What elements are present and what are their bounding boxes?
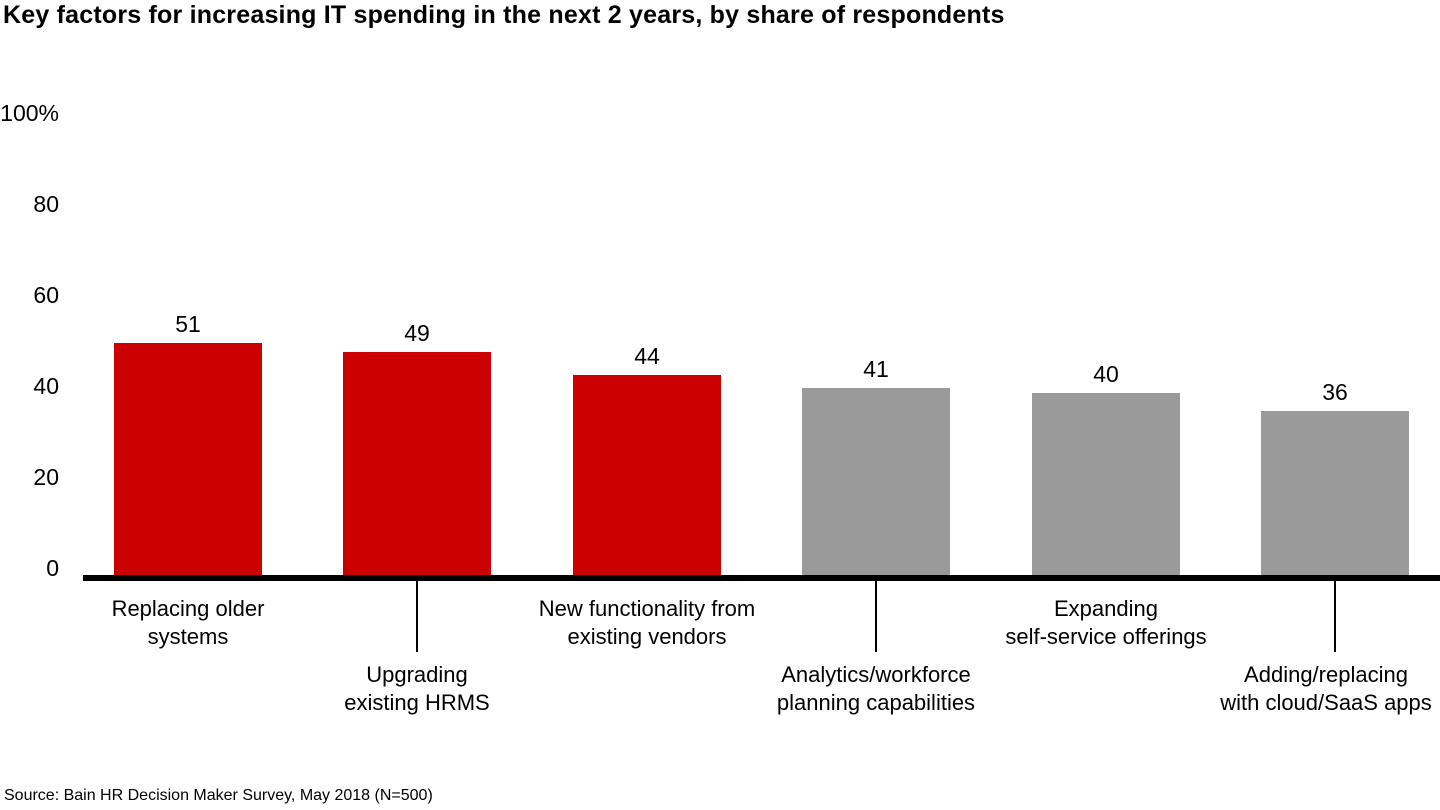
bar-value-label: 41	[863, 356, 889, 382]
category-label: Replacing older systems	[111, 596, 265, 649]
x-axis-line	[83, 575, 1440, 581]
category-label: Upgrading existing HRMS	[344, 662, 490, 715]
bar	[114, 343, 262, 575]
category-label: New functionality from existing vendors	[538, 596, 756, 649]
bar-value-label: 40	[1093, 361, 1119, 387]
category-label: Expanding self-service offerings	[1005, 596, 1207, 649]
y-axis-tick-label: 60	[33, 282, 59, 308]
y-axis-tick-label: 80	[33, 191, 59, 217]
bar-value-label: 51	[175, 311, 201, 337]
source-note: Source: Bain HR Decision Maker Survey, M…	[4, 787, 433, 804]
bar	[1261, 411, 1409, 575]
y-axis-tick-label: 100%	[0, 100, 59, 126]
bar	[802, 388, 950, 575]
category-tick-line	[1334, 581, 1336, 652]
bar	[343, 352, 491, 575]
bar-value-label: 44	[634, 343, 660, 369]
chart-title: Key factors for increasing IT spending i…	[3, 1, 1005, 29]
y-axis-tick-label: 20	[33, 464, 59, 490]
y-axis-tick-label: 40	[33, 373, 59, 399]
y-axis-tick-label: 0	[46, 555, 59, 581]
bar	[573, 375, 721, 575]
bar-value-label: 36	[1322, 379, 1348, 405]
category-label: Analytics/workforce planning capabilities	[776, 662, 976, 715]
category-label: Adding/replacing with cloud/SaaS apps	[1220, 662, 1432, 715]
bar	[1032, 393, 1180, 575]
category-tick-line	[875, 581, 877, 652]
category-tick-line	[416, 581, 418, 652]
bar-value-label: 49	[404, 320, 430, 346]
